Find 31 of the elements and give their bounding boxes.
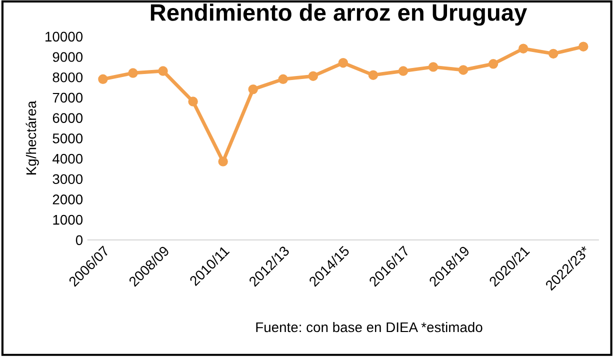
point — [548, 48, 558, 59]
y-tick-label: 7000 — [52, 92, 83, 103]
y-tick-label: 6000 — [52, 113, 83, 123]
point — [308, 71, 318, 81]
point — [578, 42, 588, 52]
y-tick-label: 0 — [76, 235, 83, 246]
point — [98, 74, 108, 84]
point — [158, 66, 168, 76]
y-tick-label: 5000 — [52, 133, 83, 144]
point — [248, 84, 258, 94]
point — [188, 96, 198, 106]
point — [338, 58, 348, 68]
point — [398, 66, 408, 76]
source-note: Fuente: con base en DIEA *estimado — [256, 322, 482, 332]
point — [518, 44, 528, 54]
point — [368, 70, 378, 80]
y-tick-label: 1000 — [53, 214, 83, 225]
y-tick-label: 2000 — [52, 194, 83, 204]
chart-title: Rendimiento de arroz en Uruguay — [150, 4, 528, 26]
y-tick-label: 9000 — [52, 52, 83, 62]
point — [128, 68, 138, 78]
y-tick-label: 3000 — [52, 174, 83, 184]
point — [488, 59, 498, 69]
point — [458, 65, 468, 75]
y-tick-label: 4000 — [52, 154, 83, 164]
point — [428, 62, 438, 72]
point — [218, 156, 228, 166]
y-tick-label: 8000 — [52, 72, 83, 82]
y-axis-title: Kg/hectárea — [26, 100, 39, 174]
point — [278, 74, 288, 84]
y-tick-label: 10000 — [46, 32, 83, 42]
